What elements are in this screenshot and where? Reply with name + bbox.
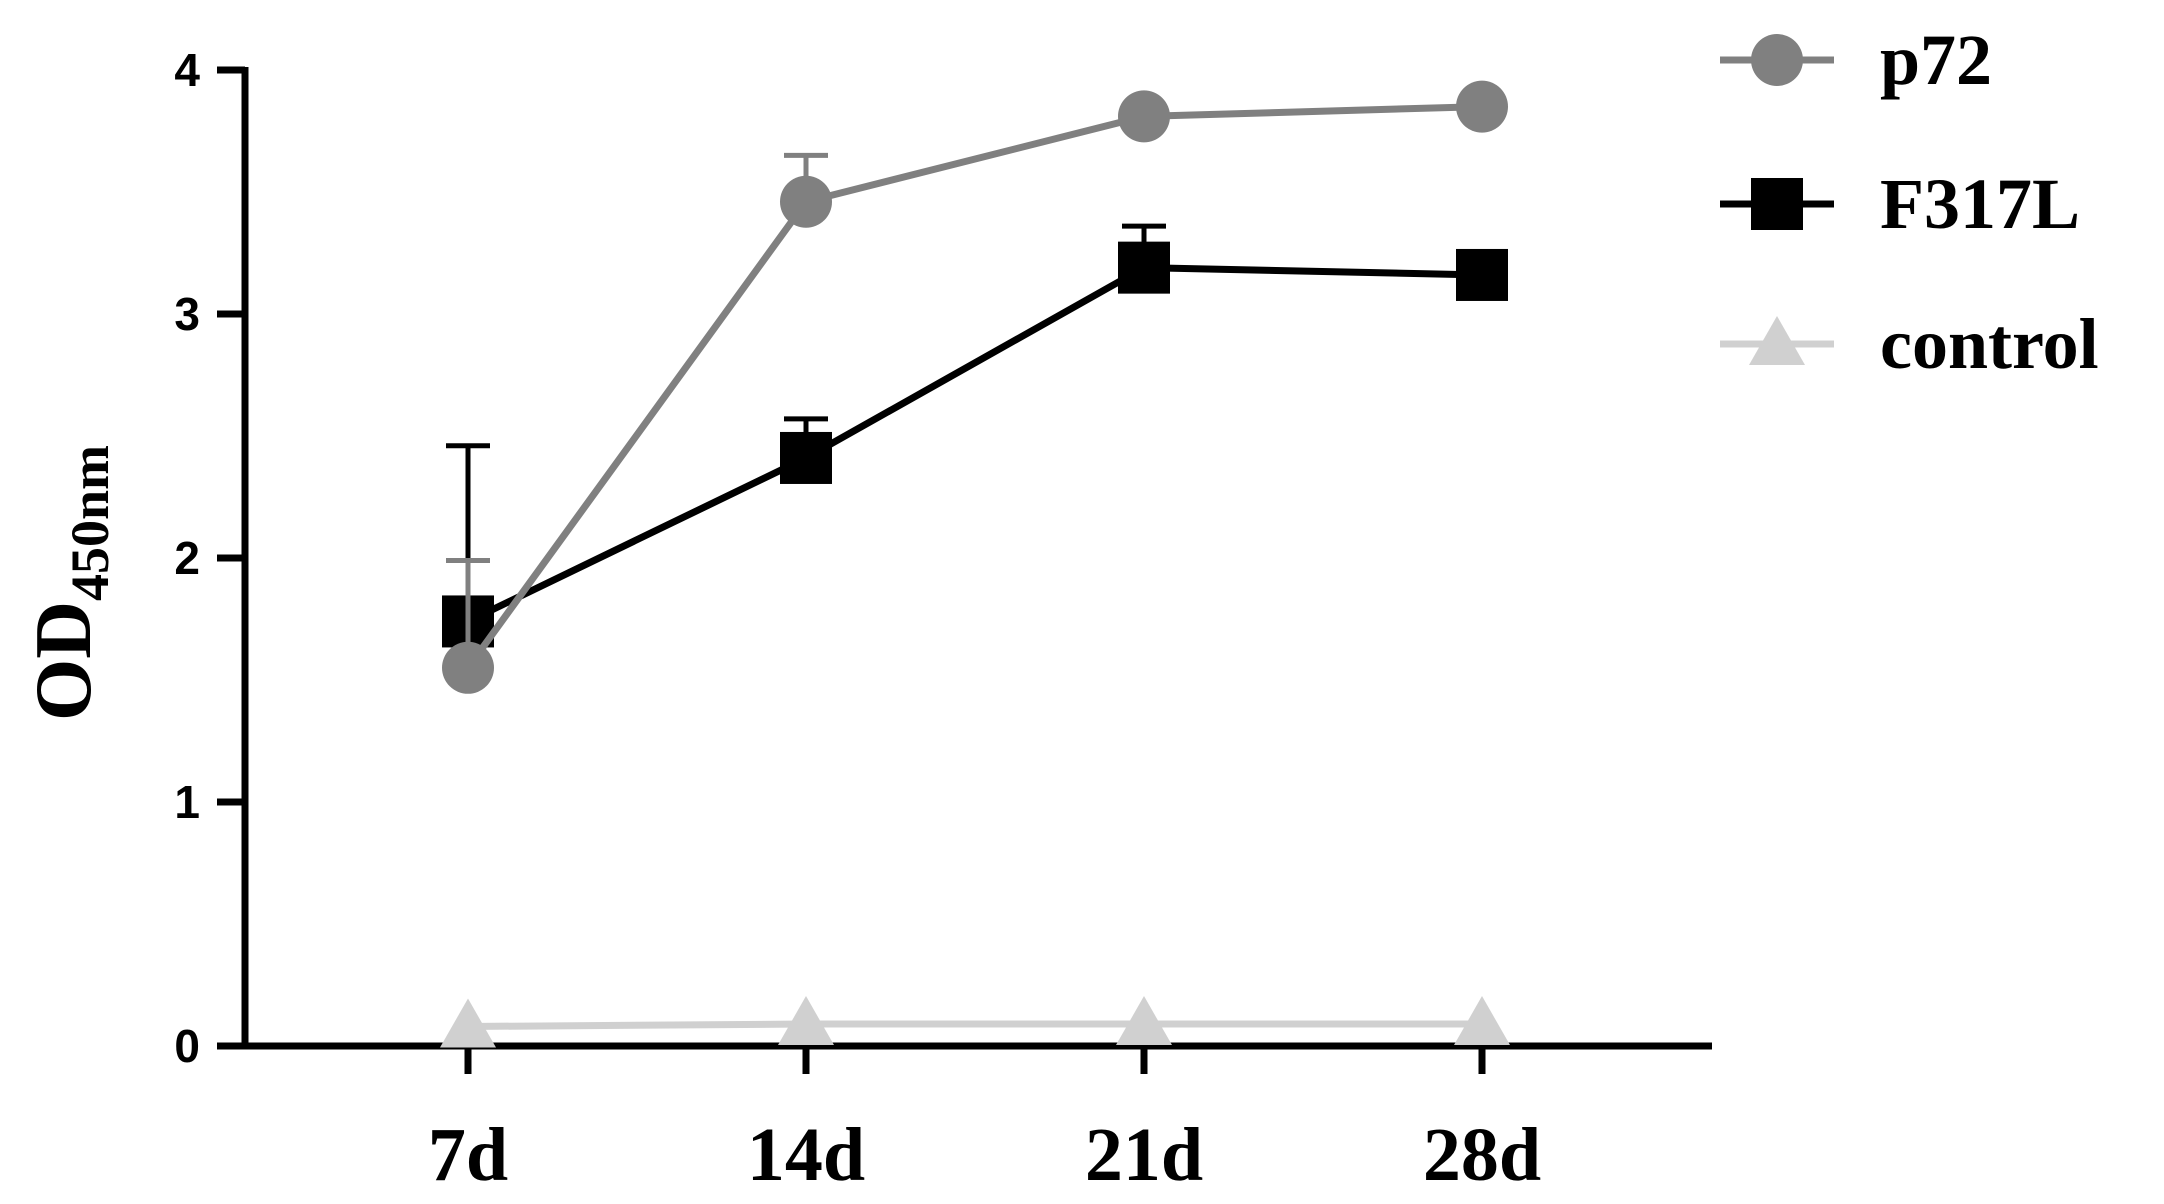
legend-entry-control: control: [1720, 304, 2099, 384]
x-tick-label: 21d: [1085, 1113, 1203, 1197]
series-p72: [442, 80, 1508, 694]
data-point: [440, 998, 496, 1048]
series-line: [467, 1020, 1482, 1030]
x-tick-label: 7d: [428, 1113, 508, 1197]
data-point: [1118, 90, 1170, 143]
y-tick-label: 3: [174, 288, 200, 340]
data-point: [780, 175, 832, 228]
y-tick-label: 2: [174, 532, 200, 584]
legend-entry-f317l: F317L: [1720, 164, 2080, 244]
y-axis-label: OD450nm: [20, 445, 120, 721]
data-point: [778, 996, 834, 1046]
series-line: [465, 103, 1483, 670]
series-control: [440, 996, 1510, 1048]
series-line: [466, 264, 1483, 625]
data-point: [1456, 80, 1508, 133]
legend-marker: [1749, 316, 1805, 365]
data-point: [780, 431, 832, 484]
data-point: [1116, 996, 1172, 1046]
y-tick-label: 0: [174, 1020, 200, 1072]
legend-label: control: [1880, 304, 2099, 384]
legend: p72 F317L control: [1720, 20, 2099, 384]
legend-label: F317L: [1880, 164, 2080, 244]
legend-entry-p72: p72: [1720, 20, 1992, 100]
legend-marker: [1751, 178, 1803, 230]
x-tick-label: 14d: [747, 1113, 865, 1197]
data-point: [1118, 241, 1170, 294]
legend-label: p72: [1880, 20, 1992, 100]
y-tick-label: 1: [174, 776, 200, 828]
legend-marker: [1751, 34, 1803, 86]
y-tick-label: 4: [174, 44, 200, 96]
x-tick-label: 28d: [1423, 1113, 1541, 1197]
data-point: [1454, 996, 1510, 1046]
series-layer: [440, 80, 1510, 1048]
data-point: [442, 641, 494, 694]
data-point: [1456, 248, 1508, 301]
series-f317l: [442, 223, 1508, 648]
